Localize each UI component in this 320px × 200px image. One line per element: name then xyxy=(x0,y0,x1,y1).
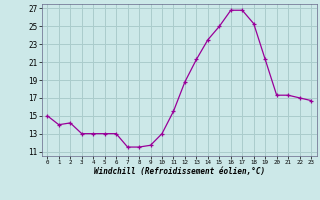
X-axis label: Windchill (Refroidissement éolien,°C): Windchill (Refroidissement éolien,°C) xyxy=(94,167,265,176)
